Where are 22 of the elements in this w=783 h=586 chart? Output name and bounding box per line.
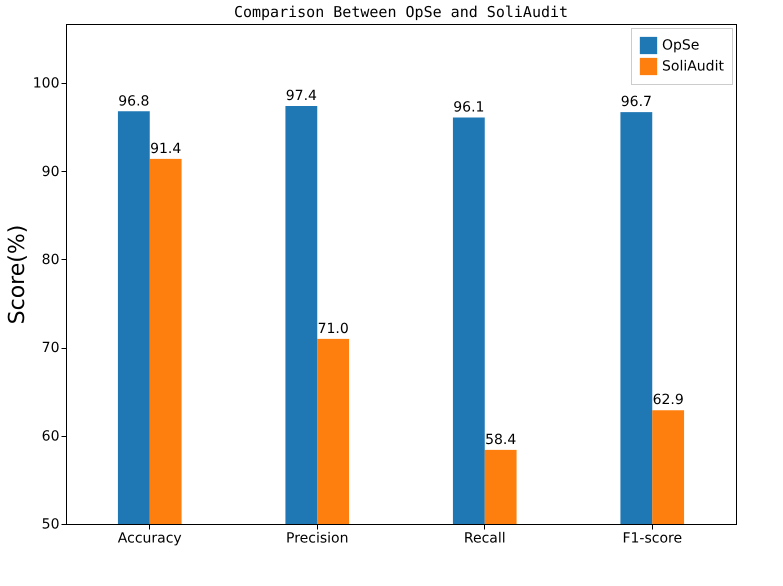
y-tick-label: 60 xyxy=(42,428,60,444)
data-label: 96.7 xyxy=(620,94,652,110)
y-tick-label: 90 xyxy=(42,164,60,180)
chart-title: Comparison Between OpSe and SoliAudit xyxy=(234,3,568,21)
y-tick-label: 70 xyxy=(42,340,60,356)
data-label: 96.1 xyxy=(453,99,484,116)
legend-label: SoliAudit xyxy=(662,58,724,74)
data-label: 91.4 xyxy=(150,140,182,157)
x-tick-label: Precision xyxy=(286,530,348,546)
data-label: 62.9 xyxy=(652,392,684,408)
y-tick-label: 100 xyxy=(32,76,60,92)
legend-label: OpSe xyxy=(662,38,700,54)
x-tick-label: Accuracy xyxy=(118,530,182,546)
data-label: 58.4 xyxy=(485,432,516,448)
data-label: 97.4 xyxy=(286,88,318,104)
y-tick-label: 50 xyxy=(42,516,60,532)
y-axis-title: Score(%) xyxy=(4,224,30,324)
data-label: 96.8 xyxy=(118,93,150,110)
y-tick-label: 80 xyxy=(42,252,60,268)
x-tick-label: Recall xyxy=(464,530,506,546)
data-label: 71.0 xyxy=(318,320,349,337)
x-tick-label: F1-score xyxy=(622,530,682,546)
